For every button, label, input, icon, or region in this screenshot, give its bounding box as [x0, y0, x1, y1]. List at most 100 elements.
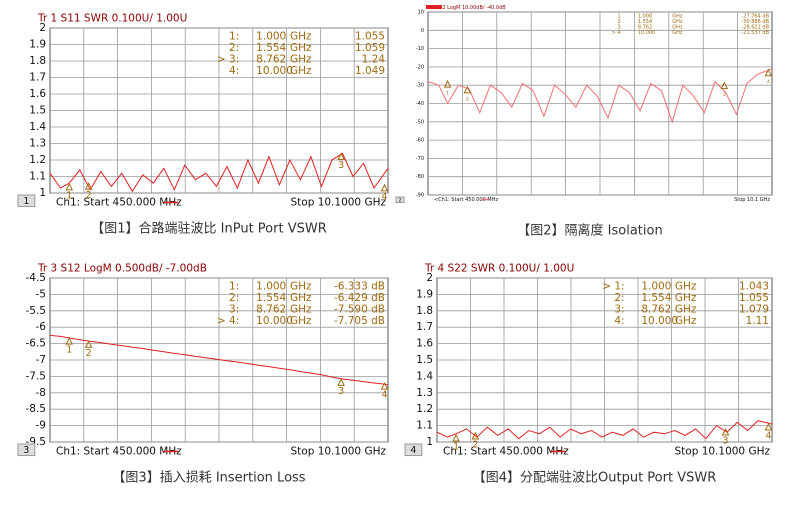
- marker-unit: GHz: [290, 304, 312, 316]
- y-tick-label: -80: [416, 174, 424, 180]
- panel-number: 4: [410, 445, 416, 456]
- marker-label: 2: [617, 19, 620, 25]
- marker-freq: 1.000: [641, 280, 671, 292]
- trace: [436, 420, 773, 440]
- marker: [471, 431, 480, 440]
- y-tick-label: -50: [416, 119, 424, 125]
- marker-freq: 8.762: [638, 25, 652, 31]
- start-label: <Ch1: Start 450.000 MHz: [434, 197, 498, 203]
- y-tick-label: 1: [426, 436, 433, 448]
- y-tick-label: -90: [416, 193, 424, 199]
- marker: [721, 427, 730, 436]
- marker-label: 3: [617, 25, 620, 31]
- marker-value: 1.11: [746, 315, 769, 327]
- marker-id: 4: [381, 191, 387, 202]
- marker-value: -6.429 dB: [334, 292, 385, 304]
- marker-unit: GHz: [675, 292, 697, 304]
- marker-freq: 8.762: [641, 304, 671, 316]
- stop-label: Stop 10.1000 GHz: [674, 445, 770, 457]
- marker-label: 4:: [229, 65, 239, 77]
- marker-label: 1:: [229, 280, 239, 292]
- marker: [452, 433, 460, 442]
- panel-box: [404, 443, 423, 457]
- marker: [380, 183, 389, 192]
- marker-unit: GHz: [290, 280, 312, 292]
- marker-label: > 1:: [602, 280, 624, 292]
- y-tick-label: 1.6: [416, 338, 433, 350]
- marker: [764, 68, 773, 77]
- marker-unit: GHz: [290, 292, 312, 304]
- marker-label: > 3:: [217, 54, 239, 66]
- marker: [443, 79, 452, 88]
- marker: [65, 337, 74, 345]
- marker-freq: 10.000: [641, 315, 678, 327]
- marker-unit: GHz: [672, 14, 683, 20]
- caption: 【图4】分配端驻波比Output Port VSWR: [473, 471, 717, 486]
- y-tick-label: 1.5: [416, 354, 433, 366]
- marker-value: -7.705 dB: [334, 315, 385, 327]
- marker-value: 1.059: [355, 42, 385, 54]
- marker: [337, 152, 345, 160]
- marker-id: 3: [723, 92, 726, 98]
- marker-freq: 1.000: [256, 30, 286, 42]
- marker-freq: 10.000: [256, 315, 293, 327]
- y-tick-label: 1.1: [29, 171, 46, 183]
- marker-id: 2: [466, 96, 469, 102]
- marker-freq: 10.000: [256, 65, 293, 77]
- y-tick-label: 1.1: [416, 420, 433, 432]
- marker-id: 2: [86, 190, 92, 201]
- y-tick-label: -40: [416, 101, 424, 107]
- marker-value: 1.055: [739, 292, 769, 304]
- marker-label: 2:: [614, 292, 624, 304]
- y-tick-label: -5.5: [26, 305, 47, 317]
- marker: [764, 422, 773, 431]
- marker-id: 3: [338, 386, 344, 397]
- marker: [380, 382, 389, 390]
- marker: [720, 81, 729, 90]
- marker-value: 1.079: [739, 304, 769, 316]
- marker-value: 1.24: [362, 54, 386, 66]
- y-tick-label: 1.4: [416, 370, 433, 382]
- y-tick-label: 1.7: [29, 72, 46, 84]
- y-tick-label: 1.7: [416, 321, 433, 333]
- y-tick-label: -8: [36, 387, 46, 399]
- marker-value: -27.764 dB: [742, 14, 770, 20]
- marker-label: 3:: [614, 304, 624, 316]
- marker-id: 1: [66, 190, 72, 201]
- marker-id: 1: [453, 441, 459, 452]
- marker-value: 1.043: [739, 280, 769, 292]
- y-tick-label: 1.3: [29, 138, 46, 150]
- y-tick-label: 0: [421, 28, 424, 34]
- y-tick-label: 1.2: [29, 154, 46, 166]
- y-tick-label: 1.4: [29, 121, 46, 133]
- y-tick-label: 1.8: [416, 305, 433, 317]
- marker-unit: GHz: [675, 315, 697, 327]
- marker-label: 1: [617, 14, 620, 20]
- marker-id: 4: [381, 390, 387, 401]
- start-label: Ch1: Start 450.000 MHz: [56, 196, 182, 208]
- y-tick-label: -30: [416, 83, 424, 89]
- caption: 【图3】插入损耗 Insertion Loss: [112, 471, 305, 486]
- trace: [427, 68, 773, 124]
- chart-title: Tr 1 S11 SWR 0.100U/ 1.00U: [37, 13, 187, 25]
- panel-box: [395, 196, 405, 203]
- marker-unit: GHz: [290, 315, 312, 327]
- panel-box: [17, 443, 36, 457]
- marker-freq: 1.554: [641, 292, 671, 304]
- marker-freq: 1.000: [638, 14, 652, 20]
- marker-freq: 1.554: [256, 42, 286, 54]
- marker-freq: 1.000: [256, 280, 286, 292]
- marker-unit: GHz: [290, 65, 312, 77]
- y-tick-label: -6.5: [26, 338, 47, 350]
- marker-label: > 4: [612, 30, 621, 36]
- caption: 【图1】合路端驻波比 InPut Port VSWR: [91, 221, 327, 237]
- marker-value: -7.590 dB: [334, 304, 385, 316]
- y-tick-label: 1.9: [416, 288, 433, 300]
- y-tick-label: -20: [416, 64, 424, 70]
- y-tick-label: 10: [418, 10, 424, 16]
- marker: [463, 85, 472, 94]
- marker-id: 4: [767, 79, 770, 85]
- marker-unit: GHz: [290, 54, 312, 66]
- marker-freq: 8.762: [256, 304, 286, 316]
